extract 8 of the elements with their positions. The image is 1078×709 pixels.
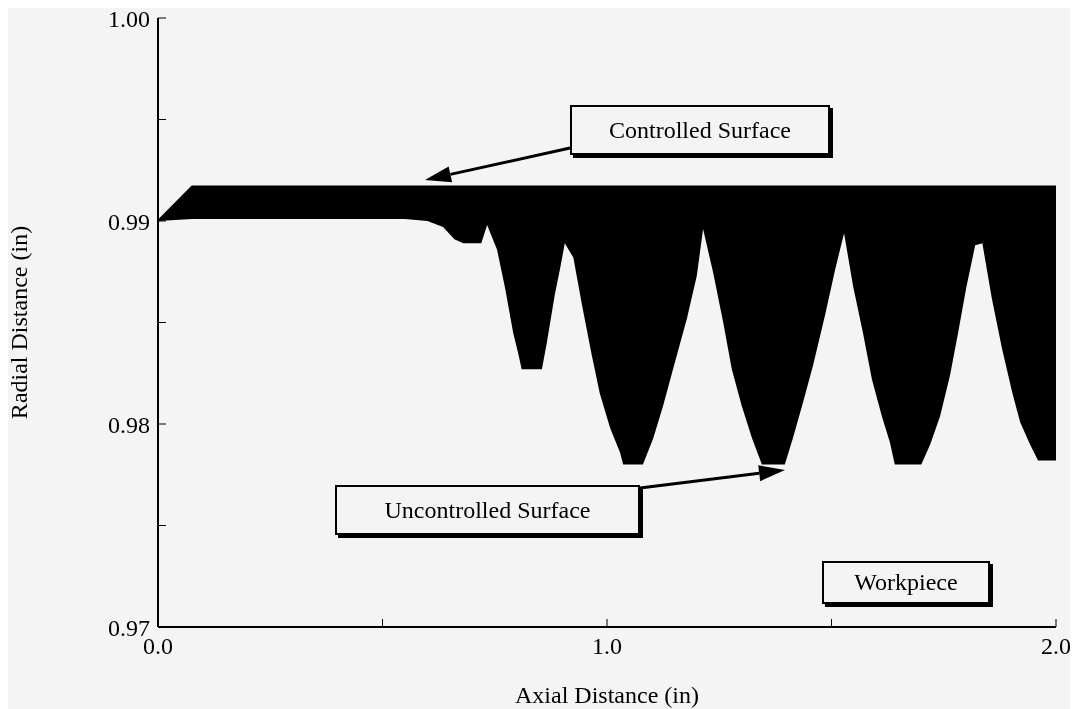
y-tick-label: 0.98 — [108, 411, 150, 438]
x-axis-title: Axial Distance (in) — [515, 682, 699, 708]
x-tick-label: 1.0 — [592, 633, 622, 660]
y-tick-label: 1.00 — [108, 5, 150, 32]
y-tick-label: 0.99 — [108, 208, 150, 235]
y-axis-title: Radial Distance (in) — [5, 225, 32, 420]
x-tick-label: 0.0 — [143, 633, 173, 660]
x-tick-label: 2.0 — [1041, 633, 1071, 660]
